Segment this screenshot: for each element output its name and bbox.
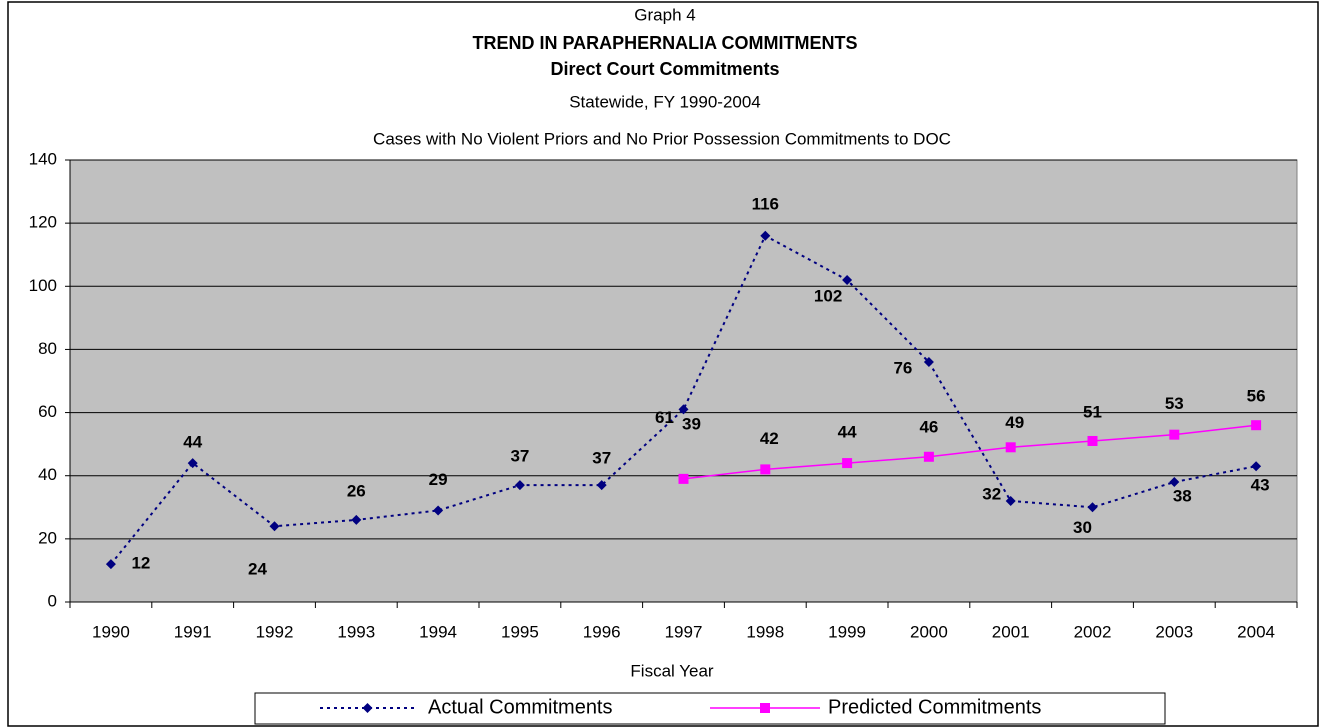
x-tick-label: 1998 — [746, 622, 784, 641]
x-tick-label: 1990 — [92, 622, 130, 641]
chart-subtitle: Cases with No Violent Priors and No Prio… — [373, 129, 951, 148]
y-tick-label: 140 — [29, 149, 57, 168]
x-tick-label: 1994 — [419, 622, 457, 641]
data-label: 46 — [919, 417, 938, 436]
marker — [187, 458, 198, 469]
x-tick-label: 1992 — [256, 622, 294, 641]
x-tick-label: 2003 — [1155, 622, 1193, 641]
legend-marker — [760, 703, 770, 713]
y-tick-label: 60 — [38, 402, 57, 421]
x-tick-label: 1991 — [174, 622, 212, 641]
data-label: 29 — [429, 470, 448, 489]
data-label: 37 — [592, 449, 611, 468]
data-label: 116 — [752, 194, 779, 213]
data-label: 76 — [893, 359, 912, 378]
x-tick-label: 1996 — [583, 622, 621, 641]
x-tick-label: 2004 — [1237, 622, 1275, 641]
legend-label: Predicted Commitments — [828, 696, 1041, 718]
marker — [760, 230, 771, 241]
marker — [596, 480, 607, 491]
marker — [433, 505, 444, 516]
marker — [1005, 442, 1016, 453]
data-label: 30 — [1073, 518, 1092, 537]
x-tick-label: 2002 — [1074, 622, 1112, 641]
legend-marker — [362, 703, 373, 713]
marker — [105, 559, 116, 570]
x-tick-label: 1997 — [665, 622, 703, 641]
marker — [1251, 461, 1262, 472]
marker — [351, 514, 362, 525]
x-tick-label: 1999 — [828, 622, 866, 641]
marker — [678, 404, 689, 415]
y-tick-label: 100 — [29, 276, 57, 295]
y-tick-label: 80 — [38, 339, 57, 358]
y-tick-label: 40 — [38, 465, 57, 484]
y-tick-label: 0 — [48, 591, 57, 610]
data-label: 24 — [248, 560, 267, 579]
marker — [1169, 429, 1180, 440]
data-label: 38 — [1173, 487, 1192, 506]
marker — [1251, 420, 1262, 431]
marker — [842, 274, 853, 285]
marker — [514, 480, 525, 491]
chart-subtitle: TREND IN PARAPHERNALIA COMMITMENTS — [473, 33, 858, 53]
marker — [923, 357, 934, 368]
y-tick-label: 20 — [38, 528, 57, 547]
data-label: 44 — [183, 433, 202, 452]
x-axis-label: Fiscal Year — [630, 661, 713, 680]
y-tick-label: 120 — [29, 213, 57, 232]
series-line — [110, 234, 1257, 565]
marker — [269, 521, 280, 532]
data-label: 32 — [982, 484, 1001, 503]
chart-title: Graph 4 — [634, 5, 695, 24]
x-tick-label: 1993 — [337, 622, 375, 641]
data-label: 37 — [510, 447, 529, 466]
data-label: 42 — [760, 429, 779, 448]
marker — [842, 458, 853, 469]
data-label: 39 — [682, 414, 701, 433]
data-label: 53 — [1165, 394, 1184, 413]
plot-area — [69, 159, 1298, 603]
marker — [1087, 435, 1098, 446]
data-label: 61 — [655, 408, 674, 427]
data-label: 102 — [814, 286, 842, 305]
x-tick-label: 1995 — [501, 622, 539, 641]
marker — [923, 451, 934, 462]
x-tick-label: 2001 — [992, 622, 1030, 641]
data-label: 56 — [1247, 387, 1266, 406]
data-label: 43 — [1251, 476, 1270, 495]
marker — [760, 464, 771, 475]
data-label: 12 — [131, 554, 150, 573]
marker — [1005, 495, 1016, 506]
marker — [678, 473, 689, 484]
chart-subtitle: Statewide, FY 1990-2004 — [569, 92, 761, 111]
data-label: 44 — [838, 423, 857, 442]
data-label: 49 — [1005, 413, 1024, 432]
x-tick-label: 2000 — [910, 622, 948, 641]
data-label: 51 — [1083, 402, 1102, 421]
chart-subtitle: Direct Court Commitments — [550, 59, 779, 79]
legend-label: Actual Commitments — [428, 696, 613, 718]
marker — [1169, 477, 1180, 488]
marker — [1087, 502, 1098, 513]
series-line — [683, 424, 1257, 480]
data-label: 26 — [347, 481, 366, 500]
